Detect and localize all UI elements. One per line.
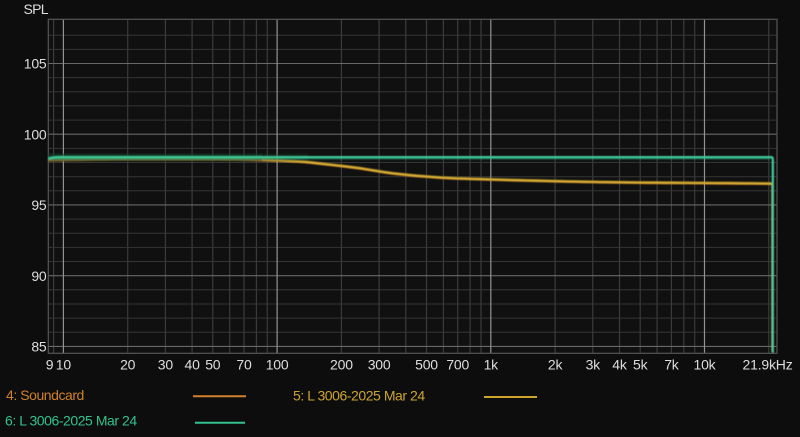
svg-text:5k: 5k — [633, 357, 649, 373]
svg-text:95: 95 — [31, 197, 47, 213]
svg-text:1k: 1k — [484, 357, 500, 373]
svg-text:21.9kHz: 21.9kHz — [743, 357, 793, 373]
svg-text:4: Soundcard: 4: Soundcard — [6, 387, 84, 403]
svg-text:70: 70 — [236, 357, 252, 373]
svg-text:700: 700 — [446, 357, 469, 373]
svg-text:200: 200 — [330, 357, 353, 373]
svg-text:4k: 4k — [612, 357, 628, 373]
svg-text:500: 500 — [415, 357, 438, 373]
svg-text:5: L 3006-2025 Mar 24: 5: L 3006-2025 Mar 24 — [293, 388, 425, 404]
svg-text:20: 20 — [120, 357, 136, 373]
svg-text:10k: 10k — [694, 357, 717, 373]
svg-text:7k: 7k — [664, 357, 680, 373]
svg-text:100: 100 — [266, 357, 289, 373]
svg-text:6: L 3006-2025 Mar 24: 6: L 3006-2025 Mar 24 — [5, 413, 137, 429]
svg-text:30: 30 — [158, 357, 174, 373]
svg-text:300: 300 — [368, 357, 391, 373]
svg-text:100: 100 — [24, 126, 47, 142]
svg-text:SPL: SPL — [24, 1, 49, 17]
svg-text:2k: 2k — [548, 357, 564, 373]
svg-text:50: 50 — [205, 357, 221, 373]
svg-text:105: 105 — [24, 56, 47, 72]
svg-text:3k: 3k — [586, 357, 602, 373]
svg-text:40: 40 — [185, 357, 201, 373]
svg-text:9: 9 — [46, 357, 54, 373]
svg-text:90: 90 — [31, 268, 47, 284]
svg-text:85: 85 — [31, 339, 47, 355]
svg-text:10: 10 — [56, 357, 72, 373]
